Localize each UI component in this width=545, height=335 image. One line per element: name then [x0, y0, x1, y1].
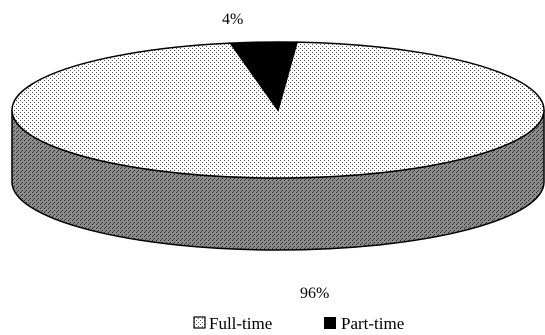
legend-swatch-full-time: [193, 316, 206, 329]
legend: Full-time Part-time: [193, 314, 404, 333]
pie-slice-part-time: [228, 41, 298, 112]
legend-swatch-part-time: [324, 317, 336, 329]
data-label-full-time: 96%: [300, 285, 329, 302]
data-label-part-time: 4%: [222, 11, 243, 28]
pie-group: [11, 41, 545, 251]
legend-label-part-time: Part-time: [341, 314, 404, 333]
legend-label-full-time: Full-time: [209, 314, 272, 333]
